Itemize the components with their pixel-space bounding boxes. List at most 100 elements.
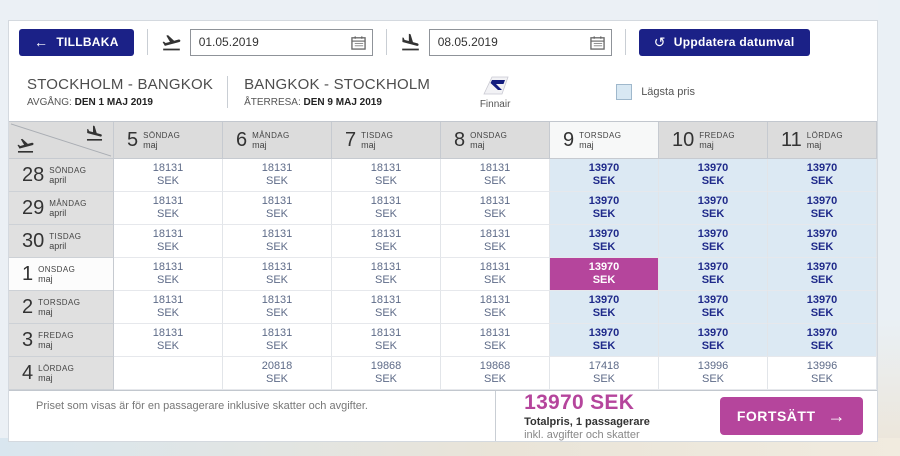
toolbar-divider: [385, 29, 387, 55]
total-price-block: 13970 SEK Totalpris, 1 passagerare inkl.…: [495, 391, 650, 441]
airline-logo-block: Finnair: [478, 74, 512, 110]
fare-cell[interactable]: 13970 SEK: [659, 225, 768, 258]
lowest-price-swatch: [616, 84, 633, 100]
fare-cell[interactable]: 18131 SEK: [332, 258, 441, 291]
fare-cell[interactable]: 18131 SEK: [441, 192, 550, 225]
outbound-day-header: 29 MÅNDAG april: [9, 192, 114, 225]
outbound-day-header: 2 TORSDAG maj: [9, 291, 114, 324]
outbound-day-header: 4 LÖRDAG maj: [9, 357, 114, 390]
lowest-price-label: Lägsta pris: [641, 86, 695, 98]
fare-cell[interactable]: 17418 SEK: [550, 357, 659, 390]
fare-cell[interactable]: 18131 SEK: [441, 159, 550, 192]
fare-cell[interactable]: 18131 SEK: [114, 159, 223, 192]
total-price-subtext: inkl. avgifter och skatter: [524, 429, 640, 441]
fare-cell[interactable]: 18131 SEK: [114, 192, 223, 225]
return-day-header: 6 MÅNDAG maj: [223, 122, 332, 159]
return-day-header: 8 ONSDAG maj: [441, 122, 550, 159]
fare-cell[interactable]: 13970 SEK: [550, 192, 659, 225]
fare-cell[interactable]: 13970 SEK: [768, 225, 877, 258]
fare-cell[interactable]: 13970 SEK: [768, 291, 877, 324]
fare-cell[interactable]: 18131 SEK: [332, 291, 441, 324]
outbound-route-title: STOCKHOLM - BANGKOK: [27, 76, 214, 93]
back-arrow-icon: ←: [34, 34, 49, 50]
fare-cell[interactable]: 13970 SEK: [768, 192, 877, 225]
toolbar-divider: [146, 29, 148, 55]
fare-cell[interactable]: 18131 SEK: [441, 258, 550, 291]
finnair-logo: [483, 76, 509, 95]
fare-cell[interactable]: 18131 SEK: [114, 291, 223, 324]
outbound-day-header: 30 TISDAG april: [9, 225, 114, 258]
fare-cell[interactable]: 13970 SEK: [659, 258, 768, 291]
fare-cell[interactable]: 20818 SEK: [223, 357, 332, 390]
fare-cell[interactable]: 13996 SEK: [768, 357, 877, 390]
fare-cell[interactable]: 18131 SEK: [441, 291, 550, 324]
fare-cell[interactable]: 13970 SEK: [659, 324, 768, 357]
fare-cell[interactable]: 18131 SEK: [223, 291, 332, 324]
lowest-price-legend: Lägsta pris: [616, 84, 695, 100]
return-day-header: 11 LÖRDAG maj: [768, 122, 877, 159]
fare-cell[interactable]: 19868 SEK: [441, 357, 550, 390]
inbound-date-label: ÅTERRESA:: [244, 97, 301, 108]
continue-button-label: FORTSÄTT: [736, 408, 816, 424]
price-disclaimer: Priset som visas är för en passagerare i…: [36, 400, 368, 412]
date-toolbar: ← TILLBAKA 01.05.2019 08.05.2019: [9, 21, 877, 63]
fare-cell[interactable]: 18131 SEK: [223, 192, 332, 225]
summary-footer: Priset som visas är för en passagerare i…: [9, 391, 877, 441]
fare-cell[interactable]: 18131 SEK: [332, 159, 441, 192]
fare-cell[interactable]: 13970 SEK: [659, 291, 768, 324]
update-dates-button[interactable]: ↺ Uppdatera datumval: [638, 28, 810, 56]
continue-arrow-icon: →: [827, 405, 846, 426]
fare-cell[interactable]: 18131 SEK: [332, 225, 441, 258]
toolbar-divider: [624, 29, 626, 55]
fare-cell[interactable]: 18131 SEK: [223, 324, 332, 357]
fare-cell[interactable]: 13970 SEK: [659, 159, 768, 192]
route-header: STOCKHOLM - BANGKOK AVGÅNG: DEN 1 MAJ 20…: [9, 63, 877, 121]
inbound-route-title: BANGKOK - STOCKHOLM: [244, 76, 431, 93]
fare-cell[interactable]: 18131 SEK: [441, 324, 550, 357]
takeoff-icon: [162, 34, 181, 50]
update-dates-label: Uppdatera datumval: [673, 35, 795, 49]
fare-cell[interactable]: 13970 SEK: [768, 258, 877, 291]
total-price-label: Totalpris, 1 passagerare: [524, 416, 650, 428]
outbound-day-header: 3 FREDAG maj: [9, 324, 114, 357]
background-photo: [0, 438, 900, 456]
total-price-value: 13970 SEK: [524, 391, 635, 414]
calendar-icon[interactable]: [350, 35, 366, 50]
fare-cell[interactable]: 13970 SEK: [659, 192, 768, 225]
depart-date-value: 01.05.2019: [198, 35, 259, 49]
fare-calendar-panel: ← TILLBAKA 01.05.2019 08.05.2019: [8, 20, 878, 442]
fare-cell[interactable]: 19868 SEK: [332, 357, 441, 390]
continue-button[interactable]: FORTSÄTT →: [719, 397, 863, 435]
landing-icon: [401, 33, 419, 50]
return-date-input[interactable]: 08.05.2019: [428, 28, 612, 56]
corner-landing-icon: [86, 125, 103, 141]
fare-cell[interactable]: 18131 SEK: [332, 192, 441, 225]
fare-cell[interactable]: 18131 SEK: [114, 324, 223, 357]
depart-date-input[interactable]: 01.05.2019: [189, 28, 373, 56]
fare-cell[interactable]: 13970 SEK: [550, 258, 659, 291]
fare-cell[interactable]: 18131 SEK: [223, 159, 332, 192]
fare-cell[interactable]: 13970 SEK: [768, 324, 877, 357]
back-button[interactable]: ← TILLBAKA: [19, 28, 134, 56]
fare-cell[interactable]: 13970 SEK: [550, 225, 659, 258]
fare-cell[interactable]: 13970 SEK: [550, 159, 659, 192]
fare-cell[interactable]: 18131 SEK: [441, 225, 550, 258]
fare-cell[interactable]: 18131 SEK: [114, 258, 223, 291]
back-button-label: TILLBAKA: [56, 35, 119, 49]
fare-cell[interactable]: 18131 SEK: [223, 258, 332, 291]
fare-cell[interactable]: 18131 SEK: [332, 324, 441, 357]
outbound-date-value: DEN 1 MAJ 2019: [74, 97, 153, 108]
calendar-icon[interactable]: [589, 35, 605, 50]
fare-cell[interactable]: 13996 SEK: [659, 357, 768, 390]
inbound-date-value: DEN 9 MAJ 2019: [303, 97, 382, 108]
fare-cell[interactable]: 13970 SEK: [550, 324, 659, 357]
fare-matrix: 5 SÖNDAG maj 6 MÅNDAG maj 7 TISDAG maj 8 ONSDAG maj…: [9, 121, 877, 391]
fare-cell[interactable]: 13970 SEK: [768, 159, 877, 192]
page-background-side: [878, 0, 900, 456]
return-day-header: 9 TORSDAG maj: [550, 122, 659, 159]
fare-cell[interactable]: 13970 SEK: [550, 291, 659, 324]
fare-cell[interactable]: 18131 SEK: [223, 225, 332, 258]
fare-cell[interactable]: 18131 SEK: [114, 225, 223, 258]
fare-cell: [114, 357, 223, 390]
return-date-value: 08.05.2019: [437, 35, 498, 49]
